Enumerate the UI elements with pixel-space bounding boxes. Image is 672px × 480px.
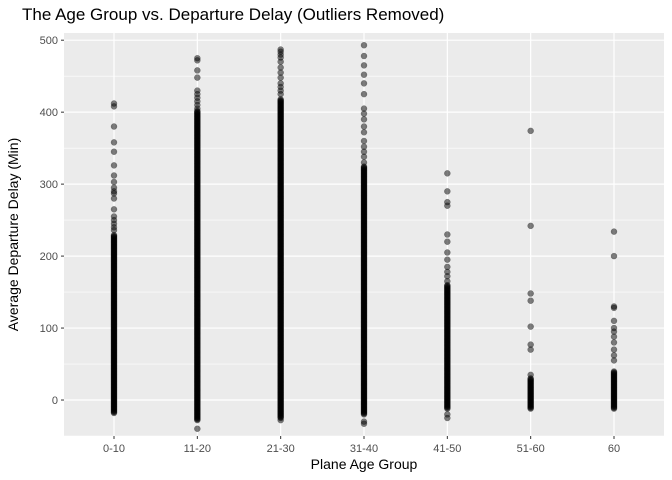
data-point xyxy=(527,346,534,353)
data-point xyxy=(360,62,368,69)
data-point xyxy=(110,178,118,186)
data-point xyxy=(444,249,451,256)
data-point xyxy=(444,188,451,195)
y-tick-label: 100 xyxy=(40,323,58,335)
data-point xyxy=(277,90,284,98)
data-point xyxy=(610,304,618,312)
data-point xyxy=(360,153,368,161)
data-point xyxy=(360,116,368,123)
x-tick-label: 31-40 xyxy=(350,443,378,455)
data-point xyxy=(610,317,618,325)
data-point xyxy=(360,90,368,98)
data-point xyxy=(360,110,368,117)
data-point xyxy=(277,58,284,66)
data-point xyxy=(610,252,618,260)
data-point xyxy=(360,129,368,136)
x-axis-ticks: 0-10 11-20 21-30 31-40 41-50 51-60 60 xyxy=(103,436,620,455)
y-axis-ticks: 0 100 200 300 400 500 xyxy=(40,35,64,407)
data-point xyxy=(610,368,618,375)
data-point xyxy=(444,170,451,177)
data-point xyxy=(527,371,534,379)
y-tick-label: 200 xyxy=(40,251,58,263)
data-point xyxy=(610,333,618,340)
data-point xyxy=(527,290,534,297)
data-point xyxy=(110,206,118,213)
x-tick-label: 41-50 xyxy=(433,443,461,455)
y-tick-label: 400 xyxy=(40,107,58,119)
data-point xyxy=(444,238,451,245)
data-point xyxy=(110,162,118,169)
data-point xyxy=(360,80,368,87)
data-point xyxy=(527,222,534,230)
data-point xyxy=(360,71,368,78)
chart-title: The Age Group vs. Departure Delay (Outli… xyxy=(22,5,444,24)
data-point xyxy=(360,41,368,49)
data-point xyxy=(527,323,534,330)
x-tick-label: 11-20 xyxy=(184,443,211,455)
data-point xyxy=(110,172,118,179)
data-point xyxy=(360,123,368,130)
data-point xyxy=(277,74,284,81)
y-axis-title: Average Departure Delay (Min) xyxy=(5,138,21,332)
x-axis-title: Plane Age Group xyxy=(311,456,418,472)
data-point xyxy=(360,420,368,428)
data-point xyxy=(610,228,618,235)
data-point xyxy=(110,139,118,146)
data-point xyxy=(444,231,451,238)
data-point xyxy=(110,195,118,202)
data-point xyxy=(444,256,451,263)
data-point xyxy=(194,74,201,81)
data-point xyxy=(527,127,534,135)
data-point xyxy=(110,123,118,130)
y-tick-label: 300 xyxy=(40,179,58,191)
data-point xyxy=(527,297,534,304)
data-point xyxy=(110,148,118,155)
data-point xyxy=(110,226,118,234)
x-tick-label: 51-60 xyxy=(517,443,545,455)
data-points xyxy=(110,41,618,433)
x-tick-label: 0-10 xyxy=(103,443,125,455)
data-point xyxy=(194,105,201,112)
data-point xyxy=(444,278,451,285)
data-point xyxy=(277,416,284,424)
data-point xyxy=(610,339,618,346)
data-point xyxy=(194,425,201,433)
data-point xyxy=(444,414,451,422)
x-tick-label: 60 xyxy=(608,443,620,455)
data-point xyxy=(610,357,618,364)
y-tick-label: 500 xyxy=(40,35,58,47)
data-point xyxy=(444,202,451,209)
data-point xyxy=(194,57,201,64)
data-point xyxy=(110,103,118,110)
y-tick-label: 0 xyxy=(52,395,58,407)
data-point xyxy=(360,52,368,60)
data-point xyxy=(360,159,368,166)
data-point xyxy=(194,67,201,74)
data-point xyxy=(610,346,618,353)
data-point xyxy=(360,137,368,145)
x-tick-label: 21-30 xyxy=(267,443,295,455)
